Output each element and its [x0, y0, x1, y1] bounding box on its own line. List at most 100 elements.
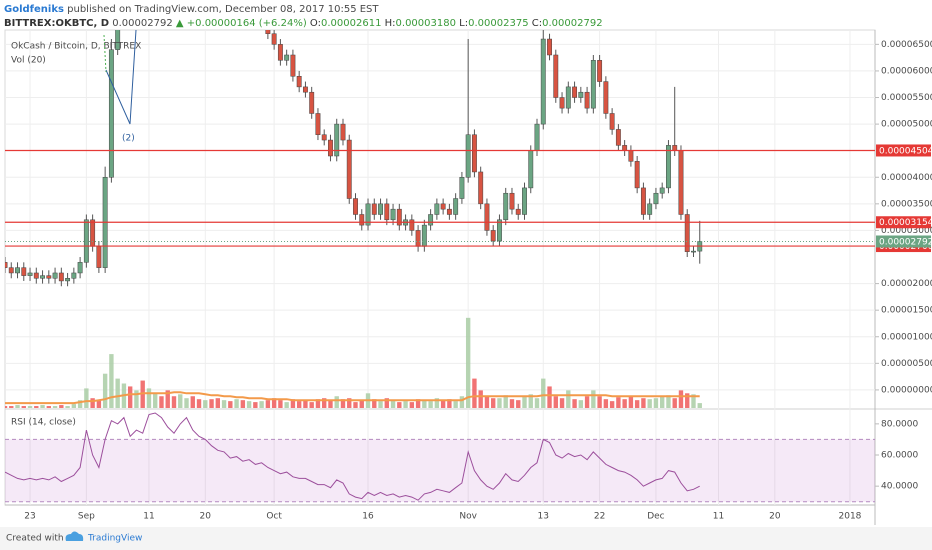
volume-bar: [165, 390, 170, 408]
volume-bar: [178, 394, 183, 408]
symbol-line: BITTREX:OKBTC, D 0.00002792 ▲ +0.0000016…: [4, 18, 603, 29]
volume-bar: [46, 406, 52, 408]
volume-bar: [384, 398, 389, 408]
x-tick-label: 20: [200, 512, 212, 522]
candle-body: [659, 187, 665, 194]
chart-title: OkCash / Bitcoin, D, BITTREX: [11, 42, 141, 52]
candle-body: [334, 123, 340, 157]
brand-icon: [65, 531, 84, 541]
published: published on TradingView.com, December 0…: [67, 4, 379, 15]
candle-body: [490, 230, 496, 242]
candle-body: [328, 139, 333, 157]
volume-bar: [603, 399, 609, 408]
candle-body: [584, 91, 590, 109]
volume-bar: [428, 401, 433, 408]
x-tick-label: Oct: [266, 512, 282, 522]
candle-body: [590, 60, 596, 109]
x-tick-label: 22: [594, 512, 605, 522]
level-label-box: [876, 216, 931, 229]
volume-bar: [246, 401, 252, 408]
y-tick-label: 0.00002000: [881, 279, 932, 289]
volume-bar: [609, 401, 615, 408]
candle-body: [309, 91, 315, 114]
candle-body: [271, 33, 277, 45]
volume-bar: [653, 398, 659, 408]
x-tick-label: 13: [538, 512, 549, 522]
x-tick-label: Nov: [459, 512, 477, 522]
candle-body: [647, 203, 653, 215]
volume-bar: [465, 317, 471, 408]
y-tick-label: 0.00006000: [881, 66, 932, 76]
ohlc: O:0.00002611 H:0.00003180 L:0.00002375 C…: [310, 18, 603, 29]
footer-bar: [0, 527, 932, 550]
volume-bar: [153, 393, 158, 408]
candle-body: [597, 60, 603, 82]
candle-body: [628, 150, 634, 162]
volume-bar: [9, 406, 14, 408]
last: 0.00002792: [112, 18, 172, 29]
candle-body: [478, 171, 484, 205]
candle-body: [603, 81, 609, 114]
candle-body: [559, 97, 565, 109]
level-label: 0.00003154: [879, 218, 932, 228]
candle-body: [265, 30, 271, 34]
y-tick-label: 0.00003500: [881, 199, 932, 209]
candle-body: [277, 44, 283, 61]
rsi-tick-label: 80.0000: [881, 419, 918, 429]
volume-bar: [509, 399, 515, 408]
footer-brand[interactable]: TradingView: [87, 534, 142, 544]
volume-bar: [102, 373, 108, 408]
rsi-tick-label: 40.0000: [881, 482, 918, 492]
volume-bar: [65, 406, 70, 408]
volume-bar: [290, 399, 296, 408]
rsi-line: [5, 412, 700, 501]
candle-body: [497, 219, 502, 242]
candle-body: [359, 214, 365, 226]
volume-bar: [5, 406, 8, 408]
volume-bar: [491, 398, 496, 408]
volume-bar: [516, 400, 521, 408]
candle-body: [365, 203, 371, 226]
volume-bar: [503, 395, 508, 408]
author[interactable]: Goldfeniks: [4, 4, 64, 15]
volume-bar: [691, 394, 696, 408]
candle-body: [15, 267, 20, 274]
candle-body: [534, 123, 540, 151]
candle-body: [678, 150, 684, 215]
candle-body: [653, 192, 659, 205]
candle-body: [378, 203, 383, 215]
volume-bar: [497, 398, 502, 408]
candle-body: [572, 86, 578, 98]
candle-body: [353, 198, 358, 215]
level-label: 0.00004504: [879, 146, 932, 156]
volume-bar: [666, 395, 671, 408]
candle-body: [40, 275, 45, 279]
volume-bar: [634, 400, 640, 408]
ohlc-value: 0.00002792: [542, 18, 602, 29]
level-label-box: [876, 144, 931, 157]
volume-bar: [584, 396, 590, 408]
candle-body: [52, 272, 58, 279]
candle-body: [547, 38, 552, 56]
candle-body: [33, 272, 39, 279]
candle-body: [691, 250, 696, 253]
volume-bar: [378, 401, 383, 408]
volume-bar: [309, 402, 314, 408]
y-tick-label: 0.00000500: [881, 359, 932, 369]
volume-bar: [553, 396, 558, 408]
volume-bar: [328, 400, 333, 408]
current-price-label: 0.00002792: [879, 237, 932, 247]
candle-body: [553, 54, 559, 98]
candle-body: [27, 272, 33, 276]
candle-body: [77, 262, 83, 274]
x-tick-label: 20: [769, 512, 781, 522]
candle-body: [302, 86, 308, 93]
candle-body: [415, 230, 421, 247]
volume-bar: [115, 378, 120, 408]
x-tick-label: 11: [713, 512, 724, 522]
candle-body: [409, 219, 415, 231]
volume-bar: [472, 378, 477, 408]
volume-bar: [353, 402, 358, 408]
volume-bar: [641, 398, 646, 408]
